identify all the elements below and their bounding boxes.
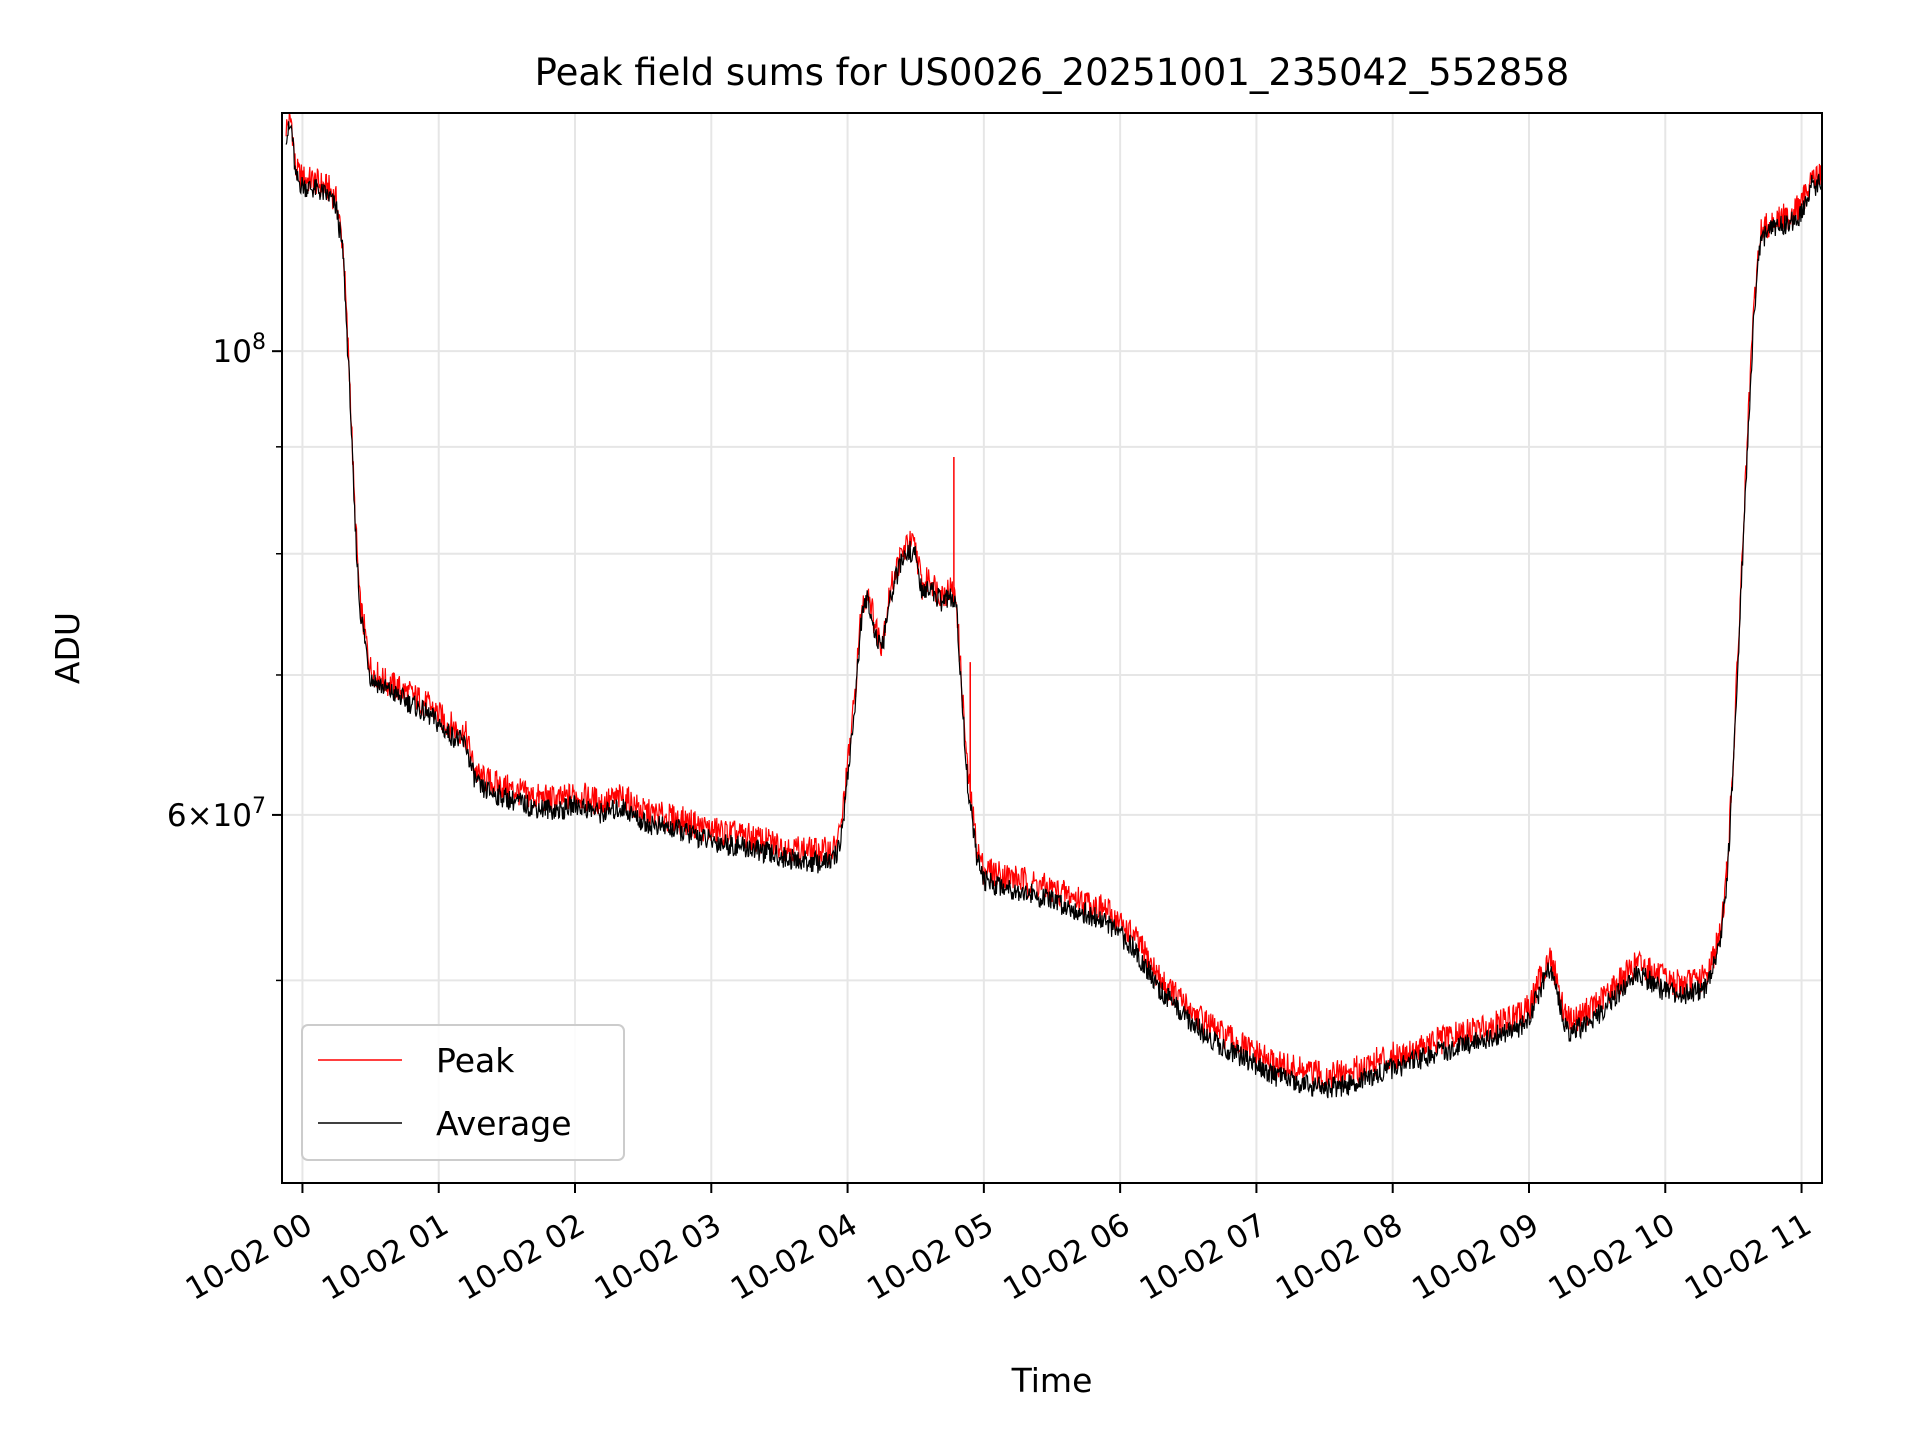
plot-frame (281, 112, 1823, 1184)
series-line-average (285, 121, 1822, 1099)
y-tick-label: 6×107 (167, 794, 266, 834)
chart-title: Peak field sums for US0026_20251001_2350… (535, 51, 1570, 94)
legend-label-average: Average (436, 1104, 572, 1143)
grid (282, 113, 1822, 1183)
legend-label-peak: Peak (436, 1041, 515, 1080)
y-tick-label: 108 (213, 330, 266, 370)
x-axis-label: Time (1011, 1361, 1093, 1400)
legend: Peak Average (301, 1024, 625, 1161)
legend-box (301, 1024, 625, 1161)
plot-area (285, 113, 1822, 1099)
y-axis: 108 6×107 (167, 330, 282, 982)
y-axis-label: ADU (48, 612, 87, 684)
